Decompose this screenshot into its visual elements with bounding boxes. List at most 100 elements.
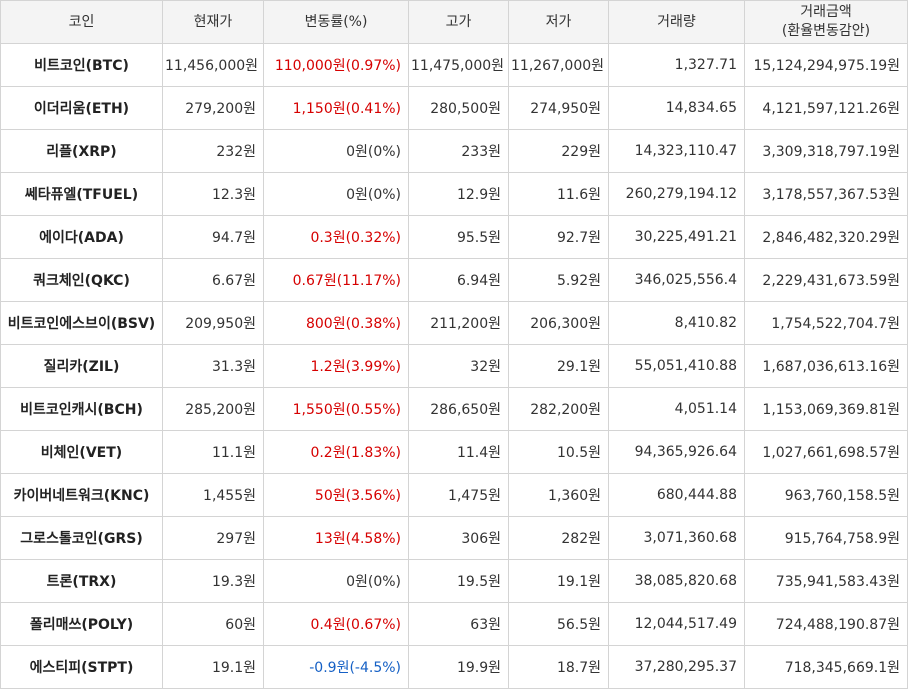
header-low[interactable]: 저가 (508, 0, 609, 44)
low-price: 229원 (508, 129, 609, 173)
low-price: 1,360원 (508, 473, 609, 517)
trade-amount: 2,846,482,320.29원 (744, 215, 908, 259)
current-price: 19.3원 (162, 559, 264, 603)
coin-name[interactable]: 트론(TRX) (0, 559, 163, 603)
current-price: 94.7원 (162, 215, 264, 259)
trade-amount: 4,121,597,121.26원 (744, 86, 908, 130)
trade-amount: 3,178,557,367.53원 (744, 172, 908, 216)
table-row[interactable]: 쿼크체인(QKC) 6.67원 0.67원(11.17%) 6.94원 5.92원 346… (0, 258, 908, 302)
high-price: 63원 (408, 602, 509, 646)
trade-volume: 3,071,360.68 (608, 516, 745, 560)
coin-name[interactable]: 비체인(VET) (0, 430, 163, 474)
header-high[interactable]: 고가 (408, 0, 509, 44)
header-amount-subtitle: (환율변동감안) (781, 23, 871, 39)
header-change[interactable]: 변동률(%) (263, 0, 409, 44)
high-price: 12.9원 (408, 172, 509, 216)
table-row[interactable]: 에이다(ADA) 94.7원 0.3원(0.32%) 95.5원 92.7원 30,225… (0, 215, 908, 259)
trade-volume: 14,323,110.47 (608, 129, 745, 173)
coin-name[interactable]: 쿼크체인(QKC) (0, 258, 163, 302)
trade-amount: 1,027,661,698.57원 (744, 430, 908, 474)
coin-name[interactable]: 질리카(ZIL) (0, 344, 163, 388)
coin-name[interactable]: 그로스톨코인(GRS) (0, 516, 163, 560)
coin-name[interactable]: 비트코인에스브이(BSV) (0, 301, 163, 345)
change-rate: 0.3원(0.32%) (263, 215, 409, 259)
header-coin[interactable]: 코인 (0, 0, 163, 44)
trade-volume: 55,051,410.88 (608, 344, 745, 388)
low-price: 18.7원 (508, 645, 609, 689)
low-price: 206,300원 (508, 301, 609, 345)
coin-name[interactable]: 폴리매쓰(POLY) (0, 602, 163, 646)
high-price: 233원 (408, 129, 509, 173)
coin-name[interactable]: 이더리움(ETH) (0, 86, 163, 130)
table-body: 비트코인(BTC) 11,456,000원 110,000원(0.97%) 11,47… (0, 43, 908, 689)
current-price: 19.1원 (162, 645, 264, 689)
change-rate: 0.67원(11.17%) (263, 258, 409, 302)
trade-amount: 1,754,522,704.7원 (744, 301, 908, 345)
table-row[interactable]: 폴리매쓰(POLY) 60원 0.4원(0.67%) 63원 56.5원 12,044,5… (0, 602, 908, 646)
current-price: 1,455원 (162, 473, 264, 517)
table-row[interactable]: 쎄타퓨엘(TFUEL) 12.3원 0원(0%) 12.9원 11.6원 260,279,… (0, 172, 908, 216)
low-price: 282원 (508, 516, 609, 560)
coin-name[interactable]: 카이버네트워크(KNC) (0, 473, 163, 517)
coin-name[interactable]: 비트코인(BTC) (0, 43, 163, 87)
change-rate: 0원(0%) (263, 559, 409, 603)
current-price: 31.3원 (162, 344, 264, 388)
low-price: 282,200원 (508, 387, 609, 431)
table-row[interactable]: 비트코인(BTC) 11,456,000원 110,000원(0.97%) 11,47… (0, 43, 908, 87)
table-row[interactable]: 그로스톨코인(GRS) 297원 13원(4.58%) 306원 282원 3,071,3… (0, 516, 908, 560)
table-row[interactable]: 에스티피(STPT) 19.1원 -0.9원(-4.5%) 19.9원 18.7원 37,… (0, 645, 908, 689)
table-row[interactable]: 이더리움(ETH) 279,200원 1,150원(0.41%) 280,500원 27… (0, 86, 908, 130)
change-rate: 0원(0%) (263, 172, 409, 216)
coin-name[interactable]: 에스티피(STPT) (0, 645, 163, 689)
low-price: 10.5원 (508, 430, 609, 474)
high-price: 11,475,000원 (408, 43, 509, 87)
header-price[interactable]: 현재가 (162, 0, 264, 44)
low-price: 56.5원 (508, 602, 609, 646)
table-row[interactable]: 리플(XRP) 232원 0원(0%) 233원 229원 14,323,110.47 3,… (0, 129, 908, 173)
header-volume[interactable]: 거래량 (608, 0, 745, 44)
header-amount[interactable]: 거래금액 (환율변동감안) (744, 0, 908, 44)
trade-volume: 8,410.82 (608, 301, 745, 345)
current-price: 209,950원 (162, 301, 264, 345)
table-row[interactable]: 비체인(VET) 11.1원 0.2원(1.83%) 11.4원 10.5원 94,365… (0, 430, 908, 474)
trade-volume: 37,280,295.37 (608, 645, 745, 689)
current-price: 60원 (162, 602, 264, 646)
trade-amount: 2,229,431,673.59원 (744, 258, 908, 302)
high-price: 6.94원 (408, 258, 509, 302)
trade-volume: 14,834.65 (608, 86, 745, 130)
trade-amount: 724,488,190.87원 (744, 602, 908, 646)
table-row[interactable]: 질리카(ZIL) 31.3원 1.2원(3.99%) 32원 29.1원 55,051,4… (0, 344, 908, 388)
trade-amount: 718,345,669.1원 (744, 645, 908, 689)
header-amount-title: 거래금액 (800, 4, 852, 20)
coin-name[interactable]: 리플(XRP) (0, 129, 163, 173)
current-price: 232원 (162, 129, 264, 173)
coin-name[interactable]: 비트코인캐시(BCH) (0, 387, 163, 431)
current-price: 11.1원 (162, 430, 264, 474)
trade-volume: 12,044,517.49 (608, 602, 745, 646)
trade-volume: 30,225,491.21 (608, 215, 745, 259)
high-price: 11.4원 (408, 430, 509, 474)
trade-volume: 38,085,820.68 (608, 559, 745, 603)
coin-name[interactable]: 쎄타퓨엘(TFUEL) (0, 172, 163, 216)
low-price: 5.92원 (508, 258, 609, 302)
table-row[interactable]: 카이버네트워크(KNC) 1,455원 50원(3.56%) 1,475원 1,360원… (0, 473, 908, 517)
table-row[interactable]: 트론(TRX) 19.3원 0원(0%) 19.5원 19.1원 38,085,820.6… (0, 559, 908, 603)
low-price: 11,267,000원 (508, 43, 609, 87)
trade-amount: 3,309,318,797.19원 (744, 129, 908, 173)
high-price: 95.5원 (408, 215, 509, 259)
table-row[interactable]: 비트코인에스브이(BSV) 209,950원 800원(0.38%) 211,200원… (0, 301, 908, 345)
current-price: 279,200원 (162, 86, 264, 130)
trade-amount: 1,687,036,613.16원 (744, 344, 908, 388)
trade-volume: 4,051.14 (608, 387, 745, 431)
high-price: 280,500원 (408, 86, 509, 130)
table-row[interactable]: 비트코인캐시(BCH) 285,200원 1,550원(0.55%) 286,650원… (0, 387, 908, 431)
current-price: 12.3원 (162, 172, 264, 216)
trade-amount: 735,941,583.43원 (744, 559, 908, 603)
coin-name[interactable]: 에이다(ADA) (0, 215, 163, 259)
trade-volume: 260,279,194.12 (608, 172, 745, 216)
change-rate: 1.2원(3.99%) (263, 344, 409, 388)
trade-amount: 1,153,069,369.81원 (744, 387, 908, 431)
low-price: 92.7원 (508, 215, 609, 259)
change-rate: 800원(0.38%) (263, 301, 409, 345)
